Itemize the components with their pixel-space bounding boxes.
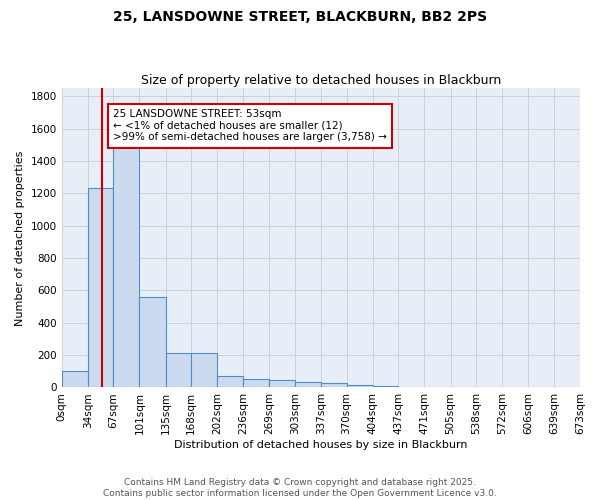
Bar — [451, 386, 476, 388]
Bar — [554, 386, 580, 388]
Bar — [269, 380, 295, 388]
Bar — [373, 386, 398, 388]
Bar — [217, 376, 244, 388]
Bar — [295, 382, 321, 388]
Bar — [166, 354, 191, 388]
Bar — [529, 386, 554, 388]
Bar — [113, 122, 139, 388]
Bar — [424, 386, 451, 388]
Text: 25 LANSDOWNE STREET: 53sqm
← <1% of detached houses are smaller (12)
>99% of sem: 25 LANSDOWNE STREET: 53sqm ← <1% of deta… — [113, 109, 387, 142]
Bar — [139, 297, 166, 388]
Bar — [502, 386, 529, 388]
Y-axis label: Number of detached properties: Number of detached properties — [15, 150, 25, 326]
Bar — [321, 384, 347, 388]
Bar — [244, 380, 269, 388]
Bar — [191, 354, 217, 388]
Bar — [62, 372, 88, 388]
Bar — [347, 385, 373, 388]
X-axis label: Distribution of detached houses by size in Blackburn: Distribution of detached houses by size … — [174, 440, 467, 450]
Bar — [476, 386, 502, 388]
Text: 25, LANSDOWNE STREET, BLACKBURN, BB2 2PS: 25, LANSDOWNE STREET, BLACKBURN, BB2 2PS — [113, 10, 487, 24]
Text: Contains HM Land Registry data © Crown copyright and database right 2025.
Contai: Contains HM Land Registry data © Crown c… — [103, 478, 497, 498]
Bar — [398, 386, 424, 388]
Title: Size of property relative to detached houses in Blackburn: Size of property relative to detached ho… — [141, 74, 501, 87]
Bar — [88, 188, 113, 388]
